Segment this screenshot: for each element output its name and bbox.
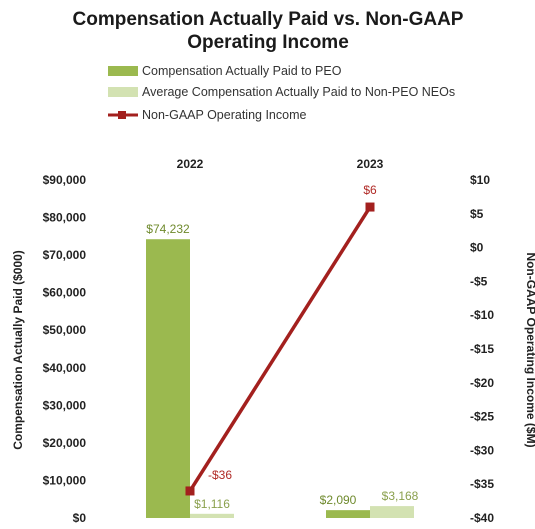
line-marker-2022 (185, 486, 195, 496)
left-axis-title: Compensation Actually Paid ($000) (11, 250, 25, 450)
line-marker-2023 (365, 202, 375, 212)
operating-income-line (185, 202, 375, 496)
right-tick-label: -$35 (470, 477, 494, 491)
legend-swatch-compensation-actually-paid-to-peo (108, 66, 138, 76)
chart-title-line-1: Compensation Actually Paid vs. Non-GAAP (73, 9, 464, 30)
right-tick-label: -$25 (470, 410, 494, 424)
right-tick-label: -$5 (470, 274, 488, 288)
right-tick-label: $5 (470, 207, 484, 221)
left-tick-label: $30,000 (43, 398, 87, 412)
category-label-2023: 2023 (357, 157, 384, 171)
left-tick-label: $90,000 (43, 173, 87, 187)
chart-title-line-2: Operating Income (187, 32, 349, 53)
left-tick-label: $10,000 (43, 473, 87, 487)
legend-swatch-average-compensation-actually-paid-to-non-peo-neos (108, 87, 138, 97)
legend-label-average-compensation-actually-paid-to-non-peo-neos: Average Compensation Actually Paid to No… (142, 85, 455, 99)
bar-compensation-actually-paid-to-peo-2023 (326, 510, 370, 518)
right-tick-label: $10 (470, 173, 490, 187)
left-tick-label: $0 (73, 511, 87, 525)
data-label-compensation-actually-paid-to-peo-2023: $2,090 (320, 493, 357, 507)
legend-label-compensation-actually-paid-to-peo: Compensation Actually Paid to PEO (142, 64, 342, 78)
bars (146, 239, 414, 519)
right-tick-label: -$15 (470, 342, 494, 356)
right-tick-label: -$30 (470, 443, 494, 457)
legend-label-non-gaap-operating-income: Non-GAAP Operating Income (142, 108, 306, 122)
bar-average-compensation-actually-paid-to-non-peo-neos-2023 (370, 506, 414, 518)
legend: Compensation Actually Paid to PEO Average… (108, 64, 455, 122)
right-tick-label: -$40 (470, 511, 494, 525)
left-tick-label: $50,000 (43, 323, 87, 337)
data-label-non-gaap-operating-income-2022: -$36 (208, 468, 232, 482)
right-tick-label: -$10 (470, 308, 494, 322)
legend-marker-non-gaap-operating-income (118, 111, 126, 119)
left-tick-label: $70,000 (43, 248, 87, 262)
left-tick-label: $40,000 (43, 361, 87, 375)
category-label-2022: 2022 (177, 157, 204, 171)
right-axis-title: Non-GAAP Operating Income ($M) (524, 252, 535, 447)
left-axis-ticks: $0 $10,000 $20,000 $30,000 $40,000 $50,000 $60… (43, 173, 87, 525)
bar-compensation-actually-paid-to-peo-2022 (146, 239, 190, 519)
right-tick-label: $0 (470, 241, 484, 255)
bar-average-compensation-actually-paid-to-non-peo-neos-2022 (190, 513, 234, 518)
data-label-non-gaap-operating-income-2023: $6 (363, 183, 377, 197)
data-label-average-compensation-actually-paid-to-non-peo-neos-2022: $1,116 (194, 497, 230, 511)
data-label-average-compensation-actually-paid-to-non-peo-neos-2023: $3,168 (382, 489, 419, 503)
right-tick-label: -$20 (470, 376, 494, 390)
data-label-compensation-actually-paid-to-peo-2022: $74,232 (146, 222, 190, 236)
right-axis-ticks: -$40 -$35 -$30 -$25 -$20 -$15 -$10 -$5 $0 $5 $10 (470, 173, 494, 525)
category-labels: 2022 2023 (177, 157, 384, 171)
left-tick-label: $80,000 (43, 211, 87, 225)
left-tick-label: $60,000 (43, 286, 87, 300)
left-tick-label: $20,000 (43, 436, 87, 450)
data-labels: $74,232 $2,090 $1,116 $3,168 -$36 $6 (146, 183, 418, 511)
line-non-gaap-operating-income (188, 206, 372, 492)
